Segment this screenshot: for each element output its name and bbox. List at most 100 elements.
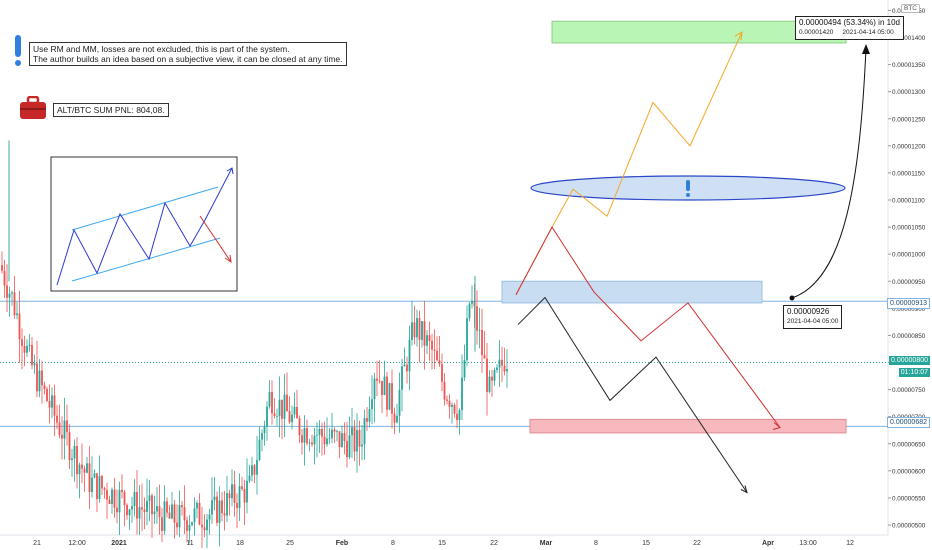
candle-body (373, 378, 376, 400)
candle-body (103, 488, 106, 490)
upper-level-tag: 0.00000913 (887, 298, 930, 309)
x-tick-label: 12 (846, 540, 854, 547)
x-tick-label: 8 (594, 540, 598, 547)
candle-body (436, 350, 438, 361)
candle-body (166, 501, 168, 513)
candle-body (198, 502, 201, 525)
candle-body (193, 508, 196, 523)
candle-body (61, 434, 63, 439)
candle-body (336, 431, 338, 433)
candle-body (46, 388, 48, 401)
candle-body (461, 377, 463, 411)
inset-lower-channel (71, 237, 221, 282)
candle-body (443, 381, 446, 400)
entry-zone (501, 280, 763, 304)
candle-body (138, 507, 141, 519)
candle-body (13, 292, 16, 316)
candle-body (41, 370, 43, 386)
red-scenario-path (515, 226, 781, 428)
start-point-price: 0.00000926 (787, 307, 830, 316)
candle-body (321, 428, 323, 437)
candle-body (473, 301, 476, 307)
candle-body (33, 363, 36, 366)
candle-body (226, 493, 228, 516)
candle-body (381, 381, 383, 395)
candle-body (486, 358, 488, 392)
candle-body (483, 355, 486, 359)
candle-body (423, 321, 426, 346)
candle-body (28, 344, 31, 347)
candle-body (288, 411, 291, 423)
candle-body (366, 418, 368, 422)
y-tick-label: 0.00000500 (892, 523, 926, 530)
candle-body (38, 370, 41, 392)
candle-body (153, 511, 156, 515)
candle-body (353, 427, 356, 452)
start-point-callout: 0.00000926 2021-04-04 05:00 (783, 305, 843, 329)
candle-body (338, 431, 341, 448)
candle-body (446, 399, 448, 401)
candle-body (163, 501, 166, 531)
candle-body (438, 360, 441, 365)
candle-body (356, 430, 358, 452)
candle-body (201, 524, 203, 528)
x-tick-label: 22 (693, 540, 701, 547)
candle-body (31, 344, 33, 366)
candle-body (146, 500, 148, 512)
candle-body (48, 400, 51, 408)
y-tick-label: 0.00001100 (892, 198, 925, 205)
candle-body (68, 432, 71, 461)
candle-body (213, 496, 216, 501)
candle-body (66, 420, 68, 433)
measure-curve (791, 47, 867, 299)
candle-body (231, 484, 233, 499)
x-tick-label: 8 (391, 540, 395, 547)
candle-body (368, 409, 371, 422)
inset-down-arrowhead (224, 254, 232, 264)
candle-body (36, 363, 38, 392)
briefcase-icon (20, 96, 46, 119)
candle-body (56, 415, 58, 423)
x-tick-label: Apr (762, 540, 774, 547)
candle-body (278, 399, 281, 416)
candle-body (111, 489, 113, 505)
countdown-tag: 01:10:07 (898, 368, 930, 377)
candle-body (18, 313, 21, 340)
candle-body (81, 464, 83, 469)
candle-body (506, 368, 508, 372)
candle-body (403, 364, 406, 367)
orange-scenario-path (515, 31, 743, 296)
candle-body (491, 376, 493, 381)
candle-body (101, 476, 103, 489)
exclamation-icon (15, 35, 21, 66)
candle-body (8, 293, 11, 298)
candle-body (323, 436, 326, 445)
candle-body (63, 420, 66, 439)
candle-body (476, 306, 478, 331)
candle-body (3, 270, 6, 286)
candle-body (413, 322, 416, 338)
y-tick-label: 0.00001200 (892, 143, 926, 150)
candle-body (86, 463, 88, 473)
candle-body (88, 463, 91, 492)
measure-callout-price: 0.00001420 (799, 29, 834, 36)
candle-body (113, 489, 116, 508)
candle-body (266, 406, 268, 427)
candle-body (416, 318, 418, 338)
candle-body (286, 394, 288, 412)
candle-body (11, 292, 13, 294)
system-note-line-1: Use RM and MM, losses are not excluded, … (33, 44, 290, 54)
candle-body (16, 313, 18, 316)
candle-body (128, 509, 131, 516)
candle-body (481, 329, 483, 356)
y-tick-label: 0.00000600 (892, 468, 926, 475)
y-tick-label: 0.00001000 (892, 252, 926, 259)
pnl-note: ALT/BTC SUM PNL: 804,08. (53, 103, 169, 117)
candle-body (388, 383, 391, 410)
candle-body (206, 519, 208, 531)
candle-body (76, 445, 78, 475)
candle-body (131, 506, 133, 510)
candle-body (301, 435, 303, 443)
candle-body (383, 376, 386, 395)
